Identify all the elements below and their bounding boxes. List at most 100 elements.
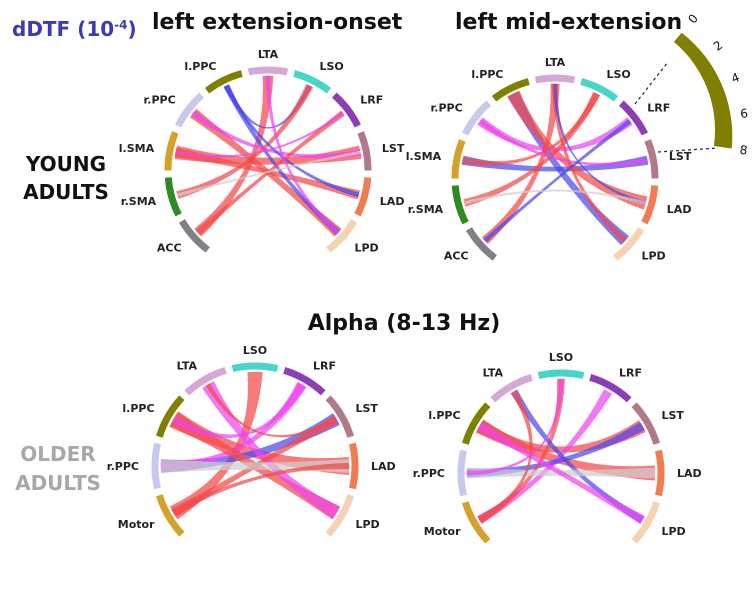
node-label: r.PPC [413, 467, 445, 480]
scale-tick-label: 4 [729, 70, 741, 86]
node-label: LPD [641, 249, 665, 262]
node-arc-motor [462, 501, 491, 544]
node-label: l.PPC [428, 409, 460, 422]
node-arc-lrf [331, 92, 361, 128]
node-arc-lso [580, 78, 619, 102]
scale-tick-label: 2 [711, 38, 725, 54]
node-arc-lso [293, 70, 332, 94]
connection-link [223, 84, 360, 198]
node-label: Motor [118, 518, 155, 531]
node-arc-lrf [283, 367, 326, 396]
connection-link [477, 421, 645, 525]
node-arc-motor [156, 494, 185, 537]
node-label: l.PPC [471, 68, 503, 81]
row-label-young-2: ADULTS [23, 180, 109, 204]
row-label-older-2: ADULTS [15, 471, 101, 495]
node-arc-lpd [612, 227, 645, 261]
node-label: LSO [607, 68, 631, 81]
connection-link [477, 378, 565, 524]
node-arc-l-sma [451, 139, 466, 179]
connection-link [461, 155, 649, 172]
node-label: l.SMA [119, 142, 155, 155]
node-arc-r-sma [451, 185, 469, 225]
chord-diagram-young-onset: ACC r.SMA l.SMA r.PPC l.PPC LTA LSO LRF LST LAD LP… [119, 48, 405, 254]
column-title-mid: left mid-extension [455, 10, 682, 35]
chord-diagram-young-mid: ACC r.SMA l.SMA r.PPC l.PPC LTA LSO LRF LST LAD LP… [406, 56, 692, 262]
scale-tick-label: 8 [739, 143, 749, 158]
unit-label: dDTF (10-4) [12, 17, 137, 41]
band-title: Alpha (8-13 Hz) [308, 311, 501, 336]
row-label-young-1: YOUNG [25, 152, 106, 176]
node-arc-r-ppc [151, 442, 161, 490]
node-arc-l-ppc [204, 70, 243, 94]
node-arc-lso [537, 369, 585, 379]
node-arc-r-ppc [175, 92, 205, 128]
node-arc-r-ppc [457, 449, 467, 497]
node-label: l.PPC [184, 60, 216, 73]
connection-link [175, 111, 345, 158]
node-arc-acc [465, 227, 498, 261]
connection-link [194, 75, 274, 237]
node-label: l.SMA [406, 150, 442, 163]
connection-link [463, 189, 647, 205]
scale-connector-top [634, 61, 669, 105]
node-arc-lad [349, 442, 359, 490]
node-label: LTA [483, 367, 504, 380]
node-label: LRF [619, 367, 642, 380]
node-label: LAD [677, 467, 702, 480]
node-arc-l-sma [164, 131, 179, 171]
node-label: LSO [549, 351, 573, 364]
node-label: LRF [360, 94, 383, 107]
node-arc-lrf [589, 374, 632, 403]
connection-link [171, 382, 306, 439]
connection-link [551, 83, 628, 244]
node-arc-lad [354, 177, 372, 217]
connection-link [171, 462, 350, 516]
connection-link [176, 83, 314, 199]
node-arc-lpd [325, 494, 354, 537]
node-arc-lso [231, 362, 279, 372]
node-label: LTA [177, 360, 198, 373]
chord-diagram-older-onset: Motor r.PPC l.PPC LTA LSO LRF LST LAD LPD [107, 344, 396, 537]
node-label: r.PPC [107, 460, 139, 473]
connection-link [205, 383, 338, 438]
connection-link [265, 75, 340, 235]
node-label: LSO [320, 60, 344, 73]
scale-bar [673, 32, 733, 149]
node-arc-lst [644, 139, 659, 179]
node-label: r.PPC [430, 102, 462, 115]
node-arc-lta [184, 367, 227, 396]
chord-diagram-older-mid: Motor r.PPC l.PPC LTA LSO LRF LST LAD LPD [413, 351, 702, 544]
node-label: LRF [313, 360, 336, 373]
node-arc-acc [178, 219, 211, 253]
node-label: LSO [243, 344, 267, 357]
connection-link [176, 150, 361, 197]
node-arc-lst [325, 395, 354, 438]
node-arc-l-ppc [156, 395, 185, 438]
node-label: LPD [354, 241, 378, 254]
connection-link [466, 378, 564, 476]
node-label: Motor [424, 525, 461, 538]
node-label: ACC [157, 241, 182, 254]
connection-link [463, 91, 601, 207]
scale-tick-label: 0 [685, 11, 701, 26]
node-arc-lad [641, 185, 659, 225]
node-arc-lrf [618, 100, 648, 136]
node-arc-lta [534, 74, 576, 84]
node-label: LAD [667, 203, 692, 216]
connection-link [481, 83, 560, 245]
node-arc-r-ppc [462, 100, 492, 136]
node-label: LTA [545, 56, 566, 69]
scale-connector-bottom [657, 147, 719, 153]
node-arc-l-ppc [462, 402, 491, 445]
node-label: LTA [258, 48, 279, 61]
column-title-onset: left extension-onset [152, 10, 403, 35]
connection-link [477, 389, 533, 523]
connection-link [483, 118, 632, 243]
node-arc-lta [490, 374, 533, 403]
node-label: r.PPC [143, 94, 175, 107]
node-arc-lpd [631, 501, 660, 544]
node-label: LST [661, 409, 684, 422]
connection-link [461, 92, 600, 166]
